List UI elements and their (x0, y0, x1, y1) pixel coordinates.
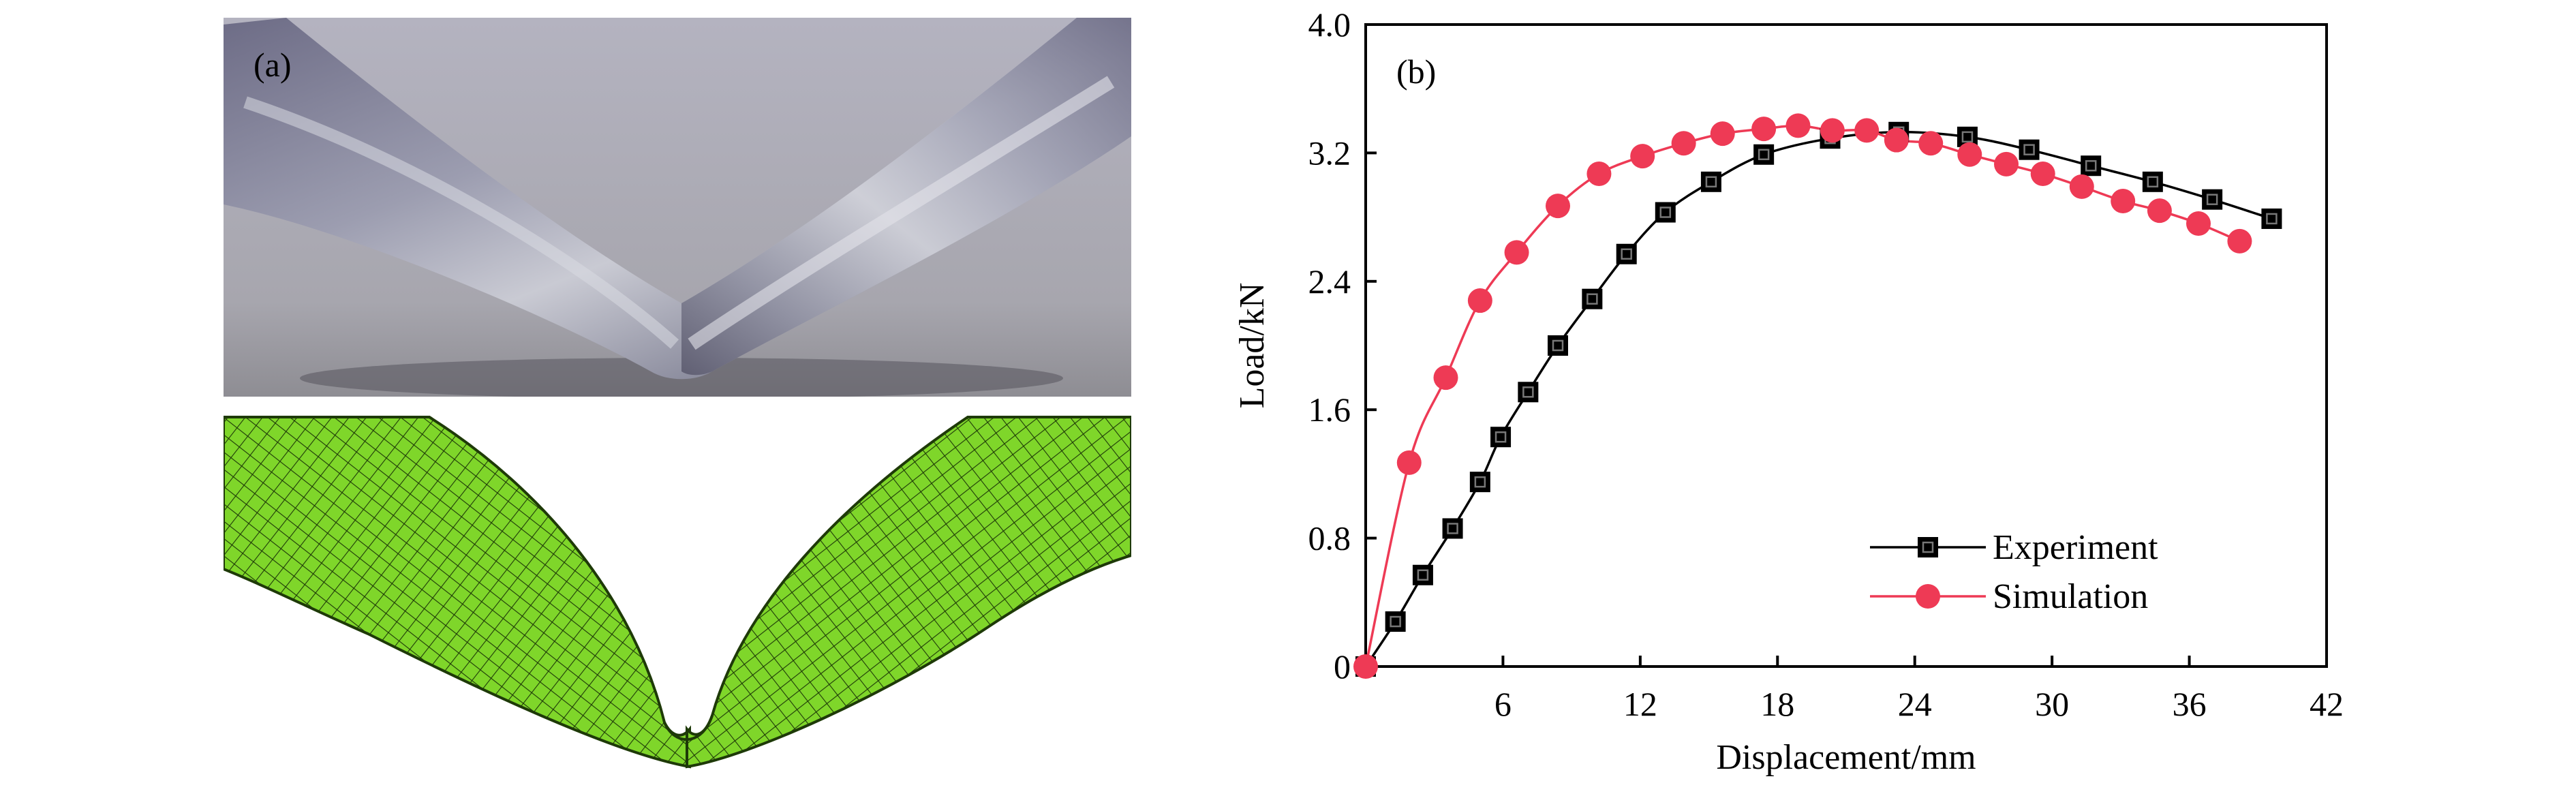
panel-b-label: (b) (1396, 52, 1436, 91)
mesh-tube-right (686, 416, 1131, 769)
simulation-marker (1854, 118, 1880, 143)
y-tick-label: 4.0 (1308, 5, 1351, 44)
experiment-marker (1385, 611, 1406, 632)
experiment-marker-inner (1659, 206, 1672, 218)
experiment-marker-inner (1922, 541, 1934, 553)
y-tick-label: 2.4 (1308, 262, 1351, 301)
axis-ticks: 6 12 18 24 30 36 42 0 0.8 1.6 2.4 3.2 4.0 (1308, 5, 2344, 723)
simulation-marker (1751, 117, 1777, 142)
simulation-marker (2069, 174, 2094, 199)
simulation-marker (1396, 450, 1422, 475)
experiment-marker-inner (1758, 149, 1770, 161)
experiment-marker (1582, 288, 1603, 309)
highlight-right (688, 76, 1115, 350)
experiment-line (1364, 131, 2272, 667)
x-tick-label: 24 (1898, 685, 1932, 723)
experiment-marker (2202, 189, 2223, 210)
experiment-marker-inner (1390, 615, 1401, 628)
series-layer (1353, 113, 2282, 679)
experiment-marker-inner (1447, 523, 1458, 534)
x-axis-label: Displacement/mm (1716, 738, 1976, 777)
panel-a-photo: (a) (224, 18, 1131, 397)
x-tick-label: 18 (1760, 685, 1794, 723)
experiment-marker-inner (1705, 176, 1717, 188)
simulation-marker (1820, 118, 1845, 143)
experiment-marker (1518, 382, 1539, 403)
experiment-marker (1655, 202, 1676, 223)
experiment-marker (2261, 208, 2282, 229)
legend-label-experiment: Experiment (1993, 528, 2158, 567)
simulation-marker (1710, 121, 1735, 147)
experiment-marker (1442, 518, 1463, 539)
simulation-marker (1353, 654, 1378, 679)
simulation-marker (2227, 228, 2252, 254)
x-tick-label: 12 (1623, 685, 1657, 723)
y-tick-label: 1.6 (1308, 391, 1351, 429)
simulation-marker (1546, 194, 1570, 219)
experiment-marker (1469, 472, 1490, 493)
experiment-marker (1412, 564, 1433, 585)
experiment-marker (1616, 243, 1637, 264)
simulation-marker (1630, 144, 1655, 169)
experiment-marker-inner (1474, 476, 1486, 488)
experiment-marker (1753, 144, 1775, 165)
experiment-marker-inner (1494, 431, 1507, 443)
simulation-marker (1785, 113, 1811, 138)
simulation-marker (1918, 131, 1944, 156)
experiment-marker (2142, 171, 2163, 192)
experiment-marker-inner (1621, 248, 1632, 260)
experiment-marker (1548, 335, 1568, 356)
experiment-marker-inner (1552, 339, 1564, 352)
experiment-marker (1700, 171, 1721, 192)
x-tick-label: 6 (1494, 685, 1512, 723)
experiment-marker-inner (1586, 293, 1598, 305)
simulation-marker (1916, 584, 1940, 609)
simulation-marker (1884, 127, 1909, 153)
x-tick-label: 30 (2035, 685, 2069, 723)
simulation-marker (1957, 142, 1982, 167)
experiment-marker (2019, 139, 2040, 160)
panel-b-chart: (b) 6 12 18 24 30 36 42 0 0.8 1.6 2.4 3.2 4.0 Displa… (1233, 5, 2344, 777)
simulation-marker (2030, 162, 2055, 187)
simulation-marker (1504, 240, 1529, 265)
simulation-marker (1994, 151, 2019, 177)
plot-area (1364, 23, 2328, 668)
legend-label-simulation: Simulation (1993, 577, 2148, 616)
simulation-marker (1467, 288, 1492, 313)
simulation-marker (2147, 198, 2172, 224)
experiment-marker-inner (1417, 569, 1429, 581)
y-tick-label: 0 (1334, 647, 1351, 686)
experiment-marker (2081, 155, 2102, 177)
experiment-marker-inner (1522, 386, 1534, 398)
y-tick-label: 0.8 (1308, 519, 1351, 557)
legend: Experiment Simulation (1870, 528, 2158, 616)
experiment-marker-inner (2023, 144, 2035, 155)
y-tick-label: 3.2 (1308, 134, 1351, 172)
experiment-marker (1490, 427, 1512, 448)
panel-a-label: (a) (254, 46, 292, 84)
mesh-notch (663, 715, 714, 741)
highlight-left (243, 96, 679, 349)
y-axis-label: Load/kN (1233, 283, 1272, 409)
experiment-marker-inner (2147, 176, 2159, 188)
simulation-marker (2111, 189, 2136, 214)
simulation-marker (1671, 131, 1696, 156)
experiment-marker-inner (2266, 213, 2278, 225)
x-tick-label: 36 (2173, 685, 2207, 723)
panel-a-mesh (224, 416, 1131, 769)
experiment-marker (1918, 537, 1938, 557)
experiment-marker-inner (2085, 159, 2097, 172)
x-tick-label: 42 (2310, 685, 2344, 723)
mesh-tube-left (224, 416, 691, 769)
experiment-marker-inner (1961, 131, 1974, 143)
experiment-marker-inner (2206, 194, 2218, 205)
simulation-marker (1586, 162, 1612, 187)
simulation-marker (1433, 365, 1458, 391)
simulation-marker (2186, 211, 2211, 236)
